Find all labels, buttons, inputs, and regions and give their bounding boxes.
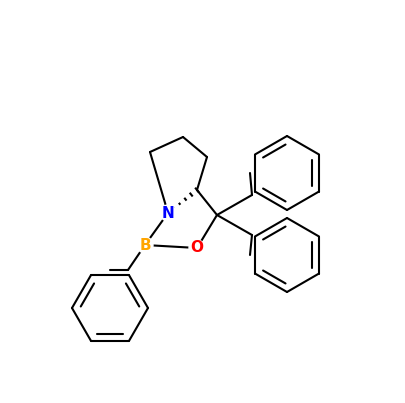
Text: N: N <box>162 206 175 220</box>
Text: B: B <box>139 237 151 253</box>
Circle shape <box>137 237 153 253</box>
Circle shape <box>160 205 176 221</box>
Circle shape <box>189 240 205 256</box>
Text: O: O <box>190 241 203 256</box>
